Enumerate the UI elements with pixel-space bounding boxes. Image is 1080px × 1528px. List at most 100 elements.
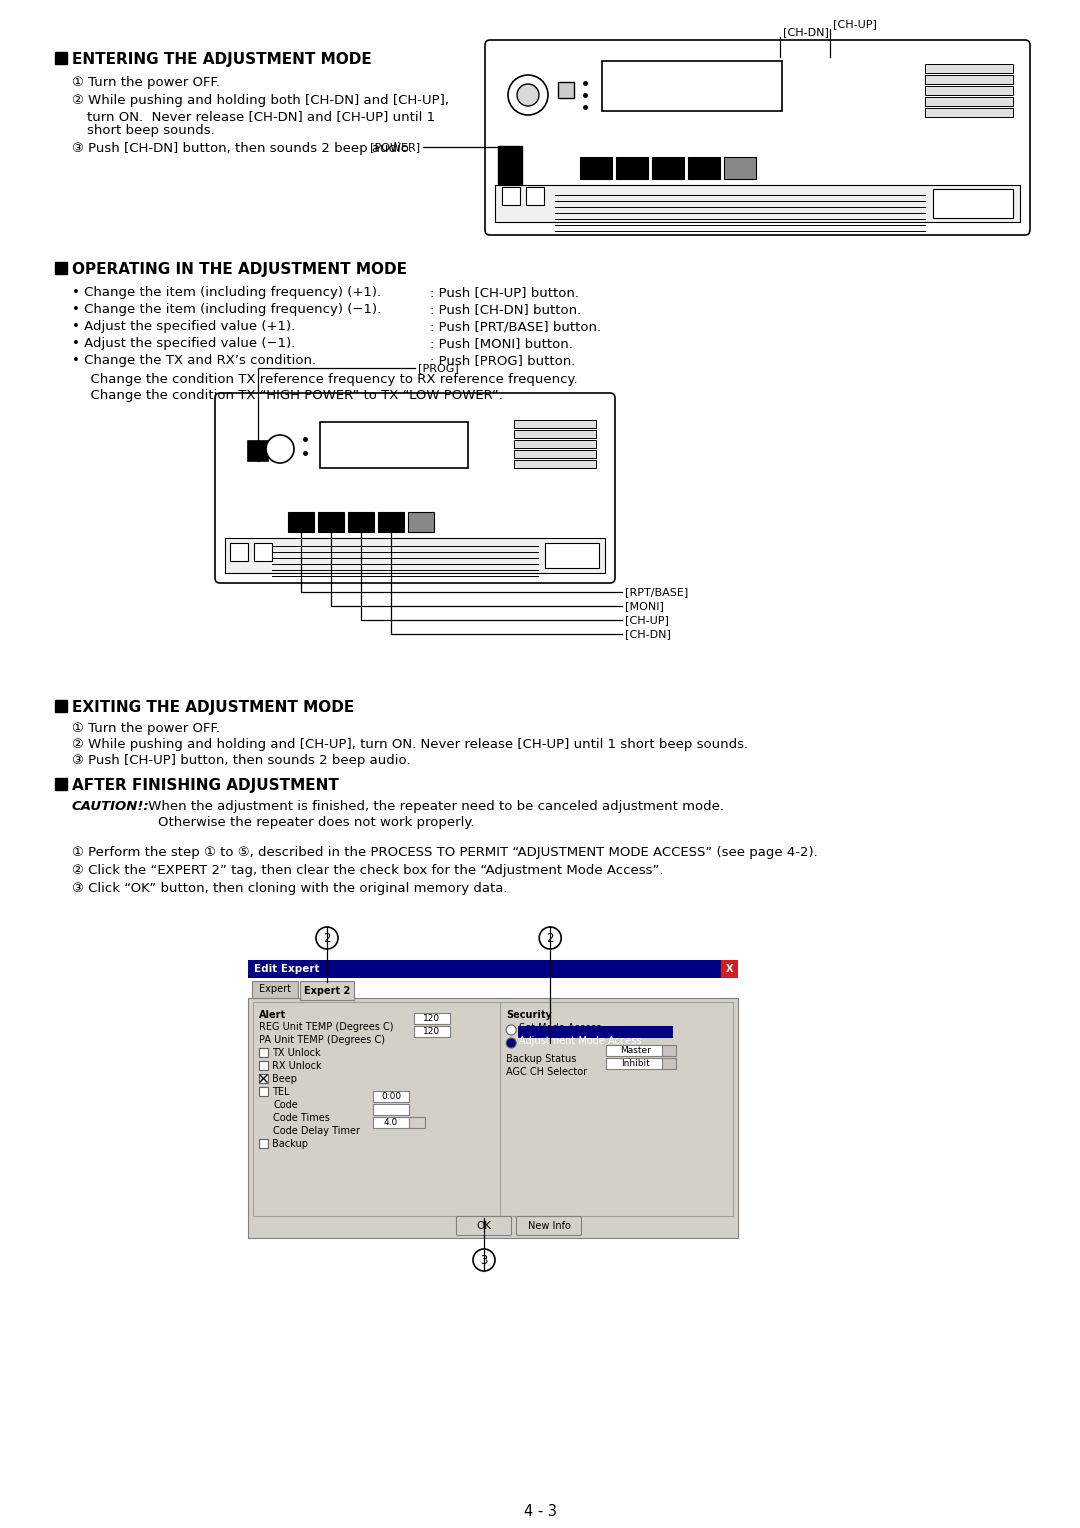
Bar	[662, 1045, 676, 1056]
Bar	[721, 960, 738, 978]
Bar	[518, 1025, 673, 1038]
Bar	[55, 700, 67, 712]
Text: 120: 120	[423, 1015, 441, 1024]
Bar	[259, 1086, 268, 1096]
Bar	[320, 422, 468, 468]
Text: AFTER FINISHING ADJUSTMENT: AFTER FINISHING ADJUSTMENT	[72, 778, 339, 793]
Text: Alert: Alert	[259, 1010, 286, 1021]
Text: Adjustment Mode Access: Adjustment Mode Access	[519, 1036, 642, 1047]
Bar	[348, 512, 374, 532]
Text: 0:00: 0:00	[381, 1093, 401, 1102]
Text: When the adjustment is finished, the repeater need to be canceled adjustment mod: When the adjustment is finished, the rep…	[144, 801, 724, 813]
Text: : Push [CH-UP] button.: : Push [CH-UP] button.	[430, 286, 579, 299]
Text: EXITING THE ADJUSTMENT MODE: EXITING THE ADJUSTMENT MODE	[72, 700, 354, 715]
Text: TX Unlock: TX Unlock	[272, 1048, 321, 1057]
Bar	[924, 64, 1013, 73]
Text: Edit Expert: Edit Expert	[254, 964, 320, 973]
Bar	[514, 440, 596, 448]
Text: REG Unit TEMP (Degrees C): REG Unit TEMP (Degrees C)	[259, 1022, 393, 1031]
Text: • Adjust the specified value (+1).: • Adjust the specified value (+1).	[72, 319, 295, 333]
Text: Code Times: Code Times	[273, 1112, 329, 1123]
Bar	[602, 61, 782, 112]
Text: [POWER]: [POWER]	[370, 142, 420, 151]
Text: 120: 120	[423, 1027, 441, 1036]
Bar	[514, 420, 596, 428]
Text: ① Turn the power OFF.: ① Turn the power OFF.	[72, 76, 220, 89]
Text: PA Unit TEMP (Degrees C): PA Unit TEMP (Degrees C)	[259, 1034, 384, 1045]
Bar	[253, 1002, 733, 1216]
FancyBboxPatch shape	[485, 40, 1030, 235]
Bar	[502, 188, 519, 205]
Bar	[373, 1117, 409, 1128]
Text: ③ Click “OK” button, then cloning with the original memory data.: ③ Click “OK” button, then cloning with t…	[72, 882, 508, 895]
Text: ① Turn the power OFF.: ① Turn the power OFF.	[72, 723, 220, 735]
Text: Otherwise the repeater does not work properly.: Otherwise the repeater does not work pro…	[158, 816, 474, 830]
Bar	[414, 1013, 450, 1024]
Text: • Adjust the specified value (−1).: • Adjust the specified value (−1).	[72, 338, 295, 350]
Text: CAUTION!:: CAUTION!:	[72, 801, 150, 813]
Bar	[606, 1045, 664, 1056]
Circle shape	[507, 1025, 516, 1034]
Text: Code: Code	[273, 1100, 298, 1109]
FancyBboxPatch shape	[215, 393, 615, 584]
FancyBboxPatch shape	[516, 1216, 581, 1236]
Text: [PROG]: [PROG]	[418, 364, 459, 373]
Text: 2: 2	[546, 932, 554, 944]
Bar	[55, 52, 67, 64]
Circle shape	[507, 1038, 516, 1048]
Bar	[545, 542, 599, 568]
Bar	[580, 157, 612, 179]
Text: [MONI]: [MONI]	[625, 601, 664, 611]
Text: ③ Push [CH-UP] button, then sounds 2 beep audio.: ③ Push [CH-UP] button, then sounds 2 bee…	[72, 753, 410, 767]
Bar	[254, 542, 272, 561]
Circle shape	[508, 75, 548, 115]
Bar	[514, 451, 596, 458]
Text: [CH-UP]: [CH-UP]	[625, 614, 669, 625]
Bar	[318, 512, 345, 532]
Text: short beep sounds.: short beep sounds.	[87, 124, 215, 138]
Text: Set Mode Access: Set Mode Access	[519, 1024, 602, 1033]
Bar	[259, 1060, 268, 1070]
Bar	[252, 981, 298, 998]
Bar	[225, 538, 605, 573]
Bar	[652, 157, 684, 179]
Bar	[248, 960, 738, 978]
Bar	[514, 460, 596, 468]
Text: Master: Master	[620, 1047, 650, 1054]
Bar	[558, 83, 573, 98]
Text: New Info: New Info	[527, 1221, 570, 1232]
Bar	[259, 1138, 268, 1148]
Circle shape	[539, 927, 562, 949]
Text: Expert 2: Expert 2	[303, 986, 350, 996]
Bar	[526, 188, 544, 205]
Text: [CH-DN]: [CH-DN]	[625, 630, 671, 639]
Text: X: X	[726, 964, 733, 973]
Bar	[933, 189, 1013, 219]
Text: Change the condition TX reference frequency to RX reference frequency.: Change the condition TX reference freque…	[82, 373, 578, 387]
Bar	[259, 1048, 268, 1057]
Bar	[616, 157, 648, 179]
Bar	[378, 512, 404, 532]
Text: ② While pushing and holding both [CH-DN] and [CH-UP],: ② While pushing and holding both [CH-DN]…	[72, 95, 449, 107]
Bar	[924, 86, 1013, 95]
Bar	[924, 108, 1013, 118]
Bar	[288, 512, 314, 532]
Bar	[259, 1074, 268, 1083]
Text: TEL: TEL	[272, 1086, 289, 1097]
Bar	[248, 998, 738, 1238]
FancyBboxPatch shape	[457, 1216, 512, 1236]
Circle shape	[473, 1248, 495, 1271]
Bar	[924, 96, 1013, 105]
Text: Security: Security	[507, 1010, 552, 1021]
Text: ② Click the “EXPERT 2” tag, then clear the check box for the “Adjustment Mode Ac: ② Click the “EXPERT 2” tag, then clear t…	[72, 863, 663, 877]
Text: • Change the TX and RX’s condition.: • Change the TX and RX’s condition.	[72, 354, 316, 367]
Text: Inhibit: Inhibit	[621, 1059, 649, 1068]
Text: : Push [CH-DN] button.: : Push [CH-DN] button.	[430, 303, 581, 316]
Text: : Push [MONI] button.: : Push [MONI] button.	[430, 338, 572, 350]
Text: • Change the item (including frequency) (+1).: • Change the item (including frequency) …	[72, 286, 381, 299]
Bar	[55, 261, 67, 274]
Text: 4 - 3: 4 - 3	[524, 1504, 556, 1519]
Text: Code Delay Timer: Code Delay Timer	[273, 1126, 360, 1135]
Text: • Change the item (including frequency) (−1).: • Change the item (including frequency) …	[72, 303, 381, 316]
Bar	[300, 981, 354, 999]
